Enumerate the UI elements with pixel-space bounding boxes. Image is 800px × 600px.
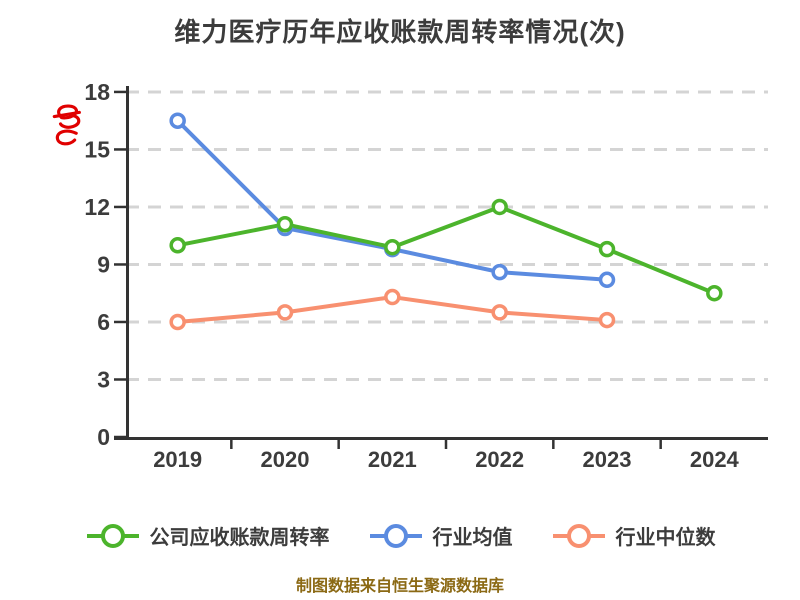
x-axis-label: 2024 [690,447,740,472]
y-tick-label: 3 [97,366,110,392]
legend-item-company-turnover: 公司应收账款周转率 [85,521,330,550]
data-point-marker [276,304,294,321]
chart-title: 维力医疗历年应收账款周转率情况(次) [174,17,626,47]
data-point-marker [706,284,723,302]
x-axis-label: 2022 [475,447,524,472]
legend-line-marker-icon [369,523,422,548]
y-tick-label: 12 [84,194,110,220]
legend-item-industry-mean: 行业均值 [368,521,513,550]
data-point-marker [169,313,186,331]
data-point-marker [598,311,616,329]
data-point-marker [491,198,508,216]
legend-label-company-turnover: 公司应收账款周转率 [149,527,330,549]
data-point-marker [276,215,294,233]
data-point-marker [169,237,186,254]
data-point-marker [169,112,186,129]
x-axis-label: 2021 [368,447,417,472]
series-line-0 [175,204,717,296]
data-point-marker [384,238,401,256]
y-tick-label: 0 [97,424,110,450]
data-point-marker [598,240,616,258]
data-point-marker [491,304,508,321]
data-source-note: 制图数据来自恒生聚源数据库 [295,578,504,595]
y-tick-label: 6 [97,309,110,335]
data-point-marker [491,263,508,281]
chart-legend: 公司应收账款周转率 行业均值 行业中位数 [0,521,800,550]
legend-item-industry-median: 行业中位数 [551,521,716,550]
x-axis-label: 2023 [583,447,632,472]
legend-line-marker-icon [86,523,139,548]
legend-label-industry-median: 行业中位数 [615,527,716,549]
legend-label-industry-mean: 行业均值 [432,527,513,549]
y-tick-label: 18 [84,79,110,105]
y-tick-label: 9 [97,251,110,277]
x-axis-label: 2020 [261,447,310,472]
red-scribble-watermark-icon [52,104,81,146]
x-axis-label: 2019 [153,447,202,472]
y-tick-label: 15 [84,136,110,162]
data-point-marker [598,271,616,289]
watermark-strokes [52,104,81,146]
data-point-marker [384,288,401,306]
legend-line-marker-icon [552,523,605,548]
